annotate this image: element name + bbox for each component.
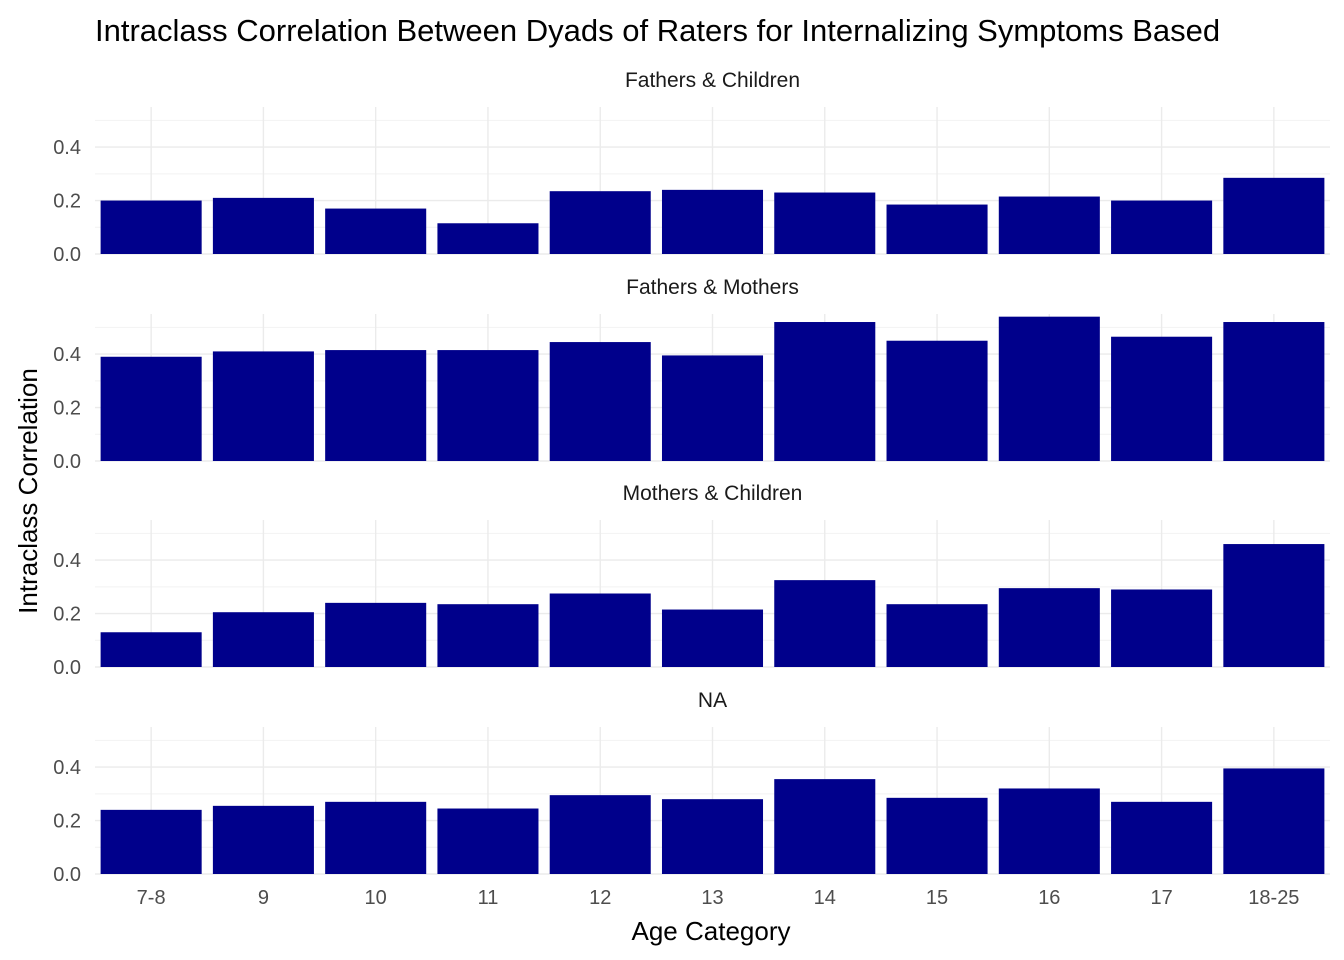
y-tick-label: 0.4 [53, 344, 81, 366]
bar [1111, 200, 1213, 254]
y-tick-label: 0.4 [53, 137, 81, 159]
y-tick-label: 0.0 [53, 657, 81, 679]
bar [325, 801, 427, 874]
bar [549, 342, 651, 461]
bar [1111, 589, 1213, 667]
bar [437, 808, 539, 874]
bar [661, 609, 764, 667]
y-tick-label: 0.2 [53, 811, 81, 833]
bar [1111, 801, 1213, 874]
bar [886, 340, 988, 461]
x-tick-label: 15 [926, 887, 948, 909]
bar [100, 200, 202, 254]
x-tick-label: 12 [589, 887, 611, 909]
bar [1111, 336, 1213, 461]
bar [212, 197, 314, 254]
bar [998, 196, 1100, 254]
bar [774, 192, 876, 254]
bar [661, 189, 764, 254]
y-axis-title: Intraclass Correlation [13, 368, 43, 614]
x-tick-label: 11 [478, 887, 499, 909]
bar [1223, 544, 1325, 667]
bar [549, 593, 651, 667]
bar [998, 588, 1100, 667]
bar [1223, 768, 1325, 874]
bar [774, 322, 876, 461]
facet-label: Fathers & Children [625, 69, 800, 92]
bar [998, 788, 1100, 874]
bar [998, 316, 1100, 461]
chart-title: Intraclass Correlation Between Dyads of … [95, 13, 1220, 48]
bar [212, 351, 314, 461]
bar [549, 191, 651, 254]
y-tick-label: 0.2 [53, 398, 81, 420]
facet-label: Mothers & Children [623, 482, 803, 505]
facet-label: Fathers & Mothers [626, 276, 799, 299]
bar [886, 604, 988, 667]
bar [100, 632, 202, 667]
bar [437, 350, 539, 461]
bar [886, 204, 988, 254]
y-tick-label: 0.2 [53, 191, 81, 213]
bar [886, 797, 988, 874]
y-tick-label: 0.4 [53, 757, 81, 779]
y-tick-label: 0.0 [53, 864, 81, 886]
x-tick-label: 9 [258, 887, 269, 909]
bar [325, 208, 427, 254]
bar [212, 612, 314, 667]
bar [325, 350, 427, 461]
y-tick-label: 0.2 [53, 604, 81, 626]
x-axis-title: Age Category [632, 916, 791, 946]
bar [661, 799, 764, 874]
x-axis-ticks: 7-8 9 10 11 12 13 14 15 16 17 18-25 [137, 887, 1300, 909]
bar [661, 355, 764, 461]
x-tick-label: 13 [701, 887, 723, 909]
facet-panel: Fathers & Children 0.0 0.2 0.4 [53, 69, 1330, 266]
bar [774, 779, 876, 874]
x-tick-label: 7-8 [137, 887, 166, 909]
x-tick-label: 10 [365, 887, 387, 909]
bar [100, 809, 202, 874]
facet-panel: Fathers & Mothers 0.0 0.2 0.4 [53, 276, 1330, 473]
x-tick-label: 14 [814, 887, 836, 909]
facet-panel: Mothers & Children 0.0 0.2 0.4 [53, 482, 1330, 679]
bar [774, 580, 876, 667]
bar [1223, 177, 1325, 254]
y-tick-label: 0.0 [53, 451, 81, 473]
bar [549, 795, 651, 874]
bar [1223, 322, 1325, 461]
bar [212, 805, 314, 874]
x-tick-label: 16 [1038, 887, 1060, 909]
facet-label: NA [698, 689, 727, 712]
y-tick-label: 0.0 [53, 244, 81, 266]
bar [437, 604, 539, 667]
bar [100, 356, 202, 461]
bar [325, 602, 427, 667]
y-tick-label: 0.4 [53, 550, 81, 572]
x-tick-label: 18-25 [1248, 887, 1299, 909]
bar [437, 223, 539, 254]
facet-panel: NA 0.0 0.2 0.4 [53, 689, 1330, 886]
x-tick-label: 17 [1150, 887, 1172, 909]
